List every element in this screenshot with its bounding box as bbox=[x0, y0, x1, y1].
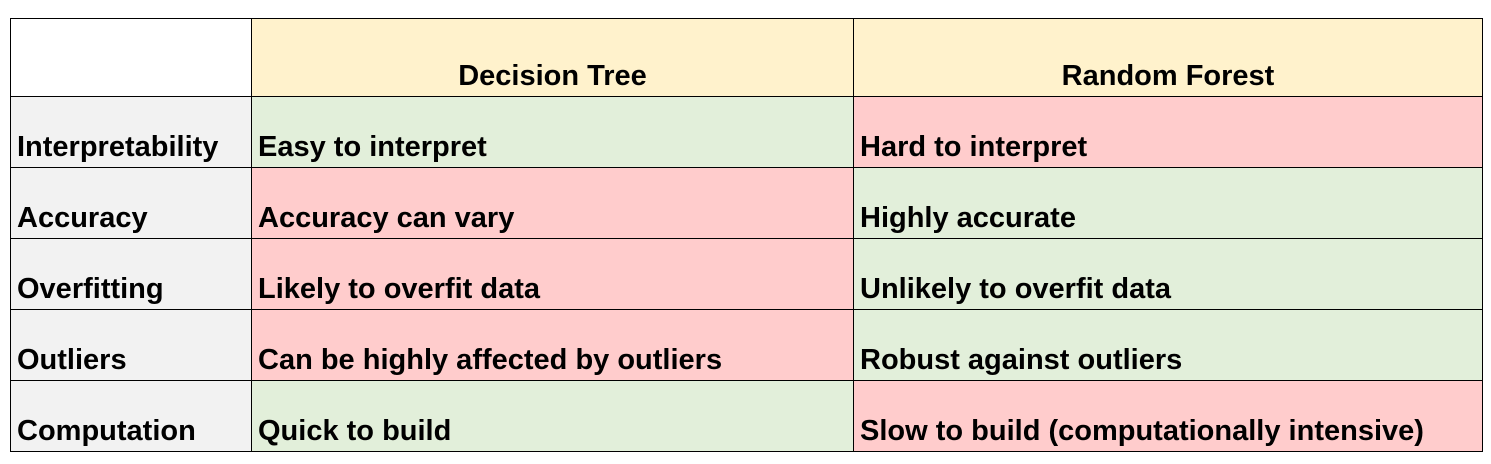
row-label-accuracy: Accuracy bbox=[10, 167, 252, 239]
header-decision-tree: Decision Tree bbox=[251, 18, 854, 97]
decision-tree-cell: Can be highly affected by outliers bbox=[251, 309, 854, 381]
table-row: Interpretability Easy to interpret Hard … bbox=[10, 96, 1483, 168]
random-forest-cell: Hard to interpret bbox=[853, 96, 1483, 168]
table-row: Outliers Can be highly affected by outli… bbox=[10, 309, 1483, 381]
random-forest-cell: Robust against outliers bbox=[853, 309, 1483, 381]
header-row: Decision Tree Random Forest bbox=[10, 18, 1483, 97]
header-random-forest: Random Forest bbox=[853, 18, 1483, 97]
corner-cell bbox=[10, 18, 252, 97]
table-row: Computation Quick to build Slow to build… bbox=[10, 380, 1483, 452]
comparison-table: Decision Tree Random Forest Interpretabi… bbox=[10, 18, 1483, 452]
decision-tree-cell: Accuracy can vary bbox=[251, 167, 854, 239]
row-label-overfitting: Overfitting bbox=[10, 238, 252, 310]
decision-tree-cell: Easy to interpret bbox=[251, 96, 854, 168]
decision-tree-cell: Likely to overfit data bbox=[251, 238, 854, 310]
table-row: Accuracy Accuracy can vary Highly accura… bbox=[10, 167, 1483, 239]
random-forest-cell: Highly accurate bbox=[853, 167, 1483, 239]
random-forest-cell: Unlikely to overfit data bbox=[853, 238, 1483, 310]
row-label-interpretability: Interpretability bbox=[10, 96, 252, 168]
row-label-computation: Computation bbox=[10, 380, 252, 452]
random-forest-cell: Slow to build (computationally intensive… bbox=[853, 380, 1483, 452]
decision-tree-cell: Quick to build bbox=[251, 380, 854, 452]
row-label-outliers: Outliers bbox=[10, 309, 252, 381]
table-row: Overfitting Likely to overfit data Unlik… bbox=[10, 238, 1483, 310]
